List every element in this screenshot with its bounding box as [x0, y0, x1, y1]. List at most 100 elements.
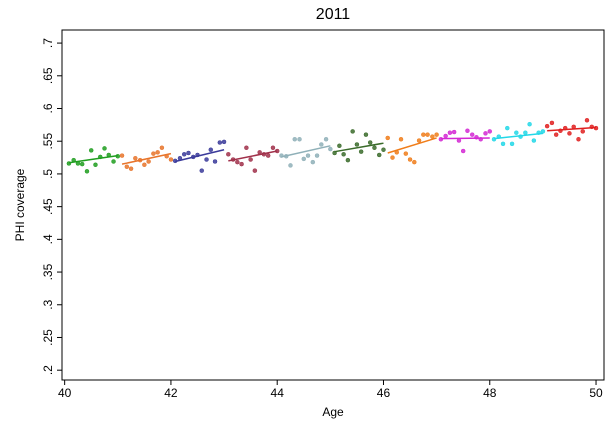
point [434, 132, 439, 137]
point [407, 157, 413, 162]
point [115, 154, 121, 159]
point [491, 137, 497, 142]
point [589, 124, 595, 130]
point [358, 149, 364, 154]
point [421, 132, 426, 137]
point [190, 154, 196, 160]
point [84, 169, 90, 174]
point [465, 128, 470, 133]
point [451, 129, 457, 135]
point [372, 145, 377, 151]
y-tick-label: .2 [41, 365, 55, 375]
fit-line [547, 126, 597, 132]
point [146, 159, 151, 164]
point [341, 152, 346, 157]
point [381, 147, 386, 152]
point [319, 142, 324, 147]
point [527, 121, 532, 127]
point [75, 161, 81, 166]
point [593, 125, 599, 131]
point [323, 137, 329, 142]
x-tick-label: 48 [483, 386, 497, 400]
point [390, 155, 395, 160]
fit-line [121, 152, 172, 165]
point [111, 159, 116, 164]
point [292, 137, 297, 142]
point [177, 155, 183, 161]
point [536, 130, 541, 135]
fit-line [281, 145, 331, 158]
point [186, 150, 191, 156]
fit-line [334, 142, 384, 153]
point [252, 168, 258, 173]
point [460, 148, 466, 154]
fit-line [228, 150, 278, 162]
point [168, 157, 174, 162]
point [576, 137, 581, 142]
point [398, 137, 404, 142]
point [549, 120, 555, 126]
y-tick-label: .6 [41, 103, 55, 113]
y-tick-label: .45 [41, 198, 55, 215]
point [394, 150, 400, 155]
point [106, 152, 112, 158]
point [403, 151, 409, 156]
point [88, 148, 94, 153]
x-tick-label: 50 [589, 386, 603, 400]
point [71, 157, 76, 163]
point [244, 145, 249, 151]
x-axis-label: Age [322, 405, 344, 419]
point [137, 157, 143, 163]
point [257, 150, 262, 155]
point [288, 163, 293, 168]
point [221, 139, 227, 145]
point [425, 132, 430, 137]
point [558, 128, 563, 133]
point [261, 152, 267, 157]
point [235, 159, 240, 165]
point [562, 125, 568, 131]
point [279, 153, 284, 158]
point [181, 152, 187, 157]
point [239, 161, 244, 167]
point [133, 155, 138, 161]
point [474, 135, 479, 140]
point [217, 140, 223, 145]
point [438, 137, 444, 142]
point [270, 145, 276, 151]
point [483, 131, 488, 136]
point [301, 156, 307, 162]
point [142, 162, 147, 168]
point [283, 154, 289, 159]
point [66, 161, 72, 166]
point [265, 153, 271, 158]
point [230, 157, 236, 162]
point [509, 141, 515, 147]
point [226, 152, 231, 157]
y-tick-label: .35 [41, 263, 55, 280]
x-tick-label: 44 [271, 386, 285, 400]
point [514, 130, 519, 135]
point [79, 161, 85, 167]
point [297, 137, 302, 142]
y-tick-label: .3 [41, 299, 55, 309]
point [195, 152, 200, 158]
point [199, 168, 205, 173]
point [540, 129, 546, 134]
point [337, 143, 342, 149]
point [496, 134, 502, 139]
point [128, 166, 134, 171]
point [172, 158, 178, 164]
point [328, 146, 333, 152]
y-tick-label: .65 [41, 67, 55, 84]
point [363, 132, 369, 137]
y-axis-label: PHI coverage [13, 168, 27, 241]
point [208, 147, 214, 152]
point [376, 152, 382, 158]
point [456, 138, 462, 143]
point [102, 146, 107, 151]
plot-frame [61, 29, 605, 381]
